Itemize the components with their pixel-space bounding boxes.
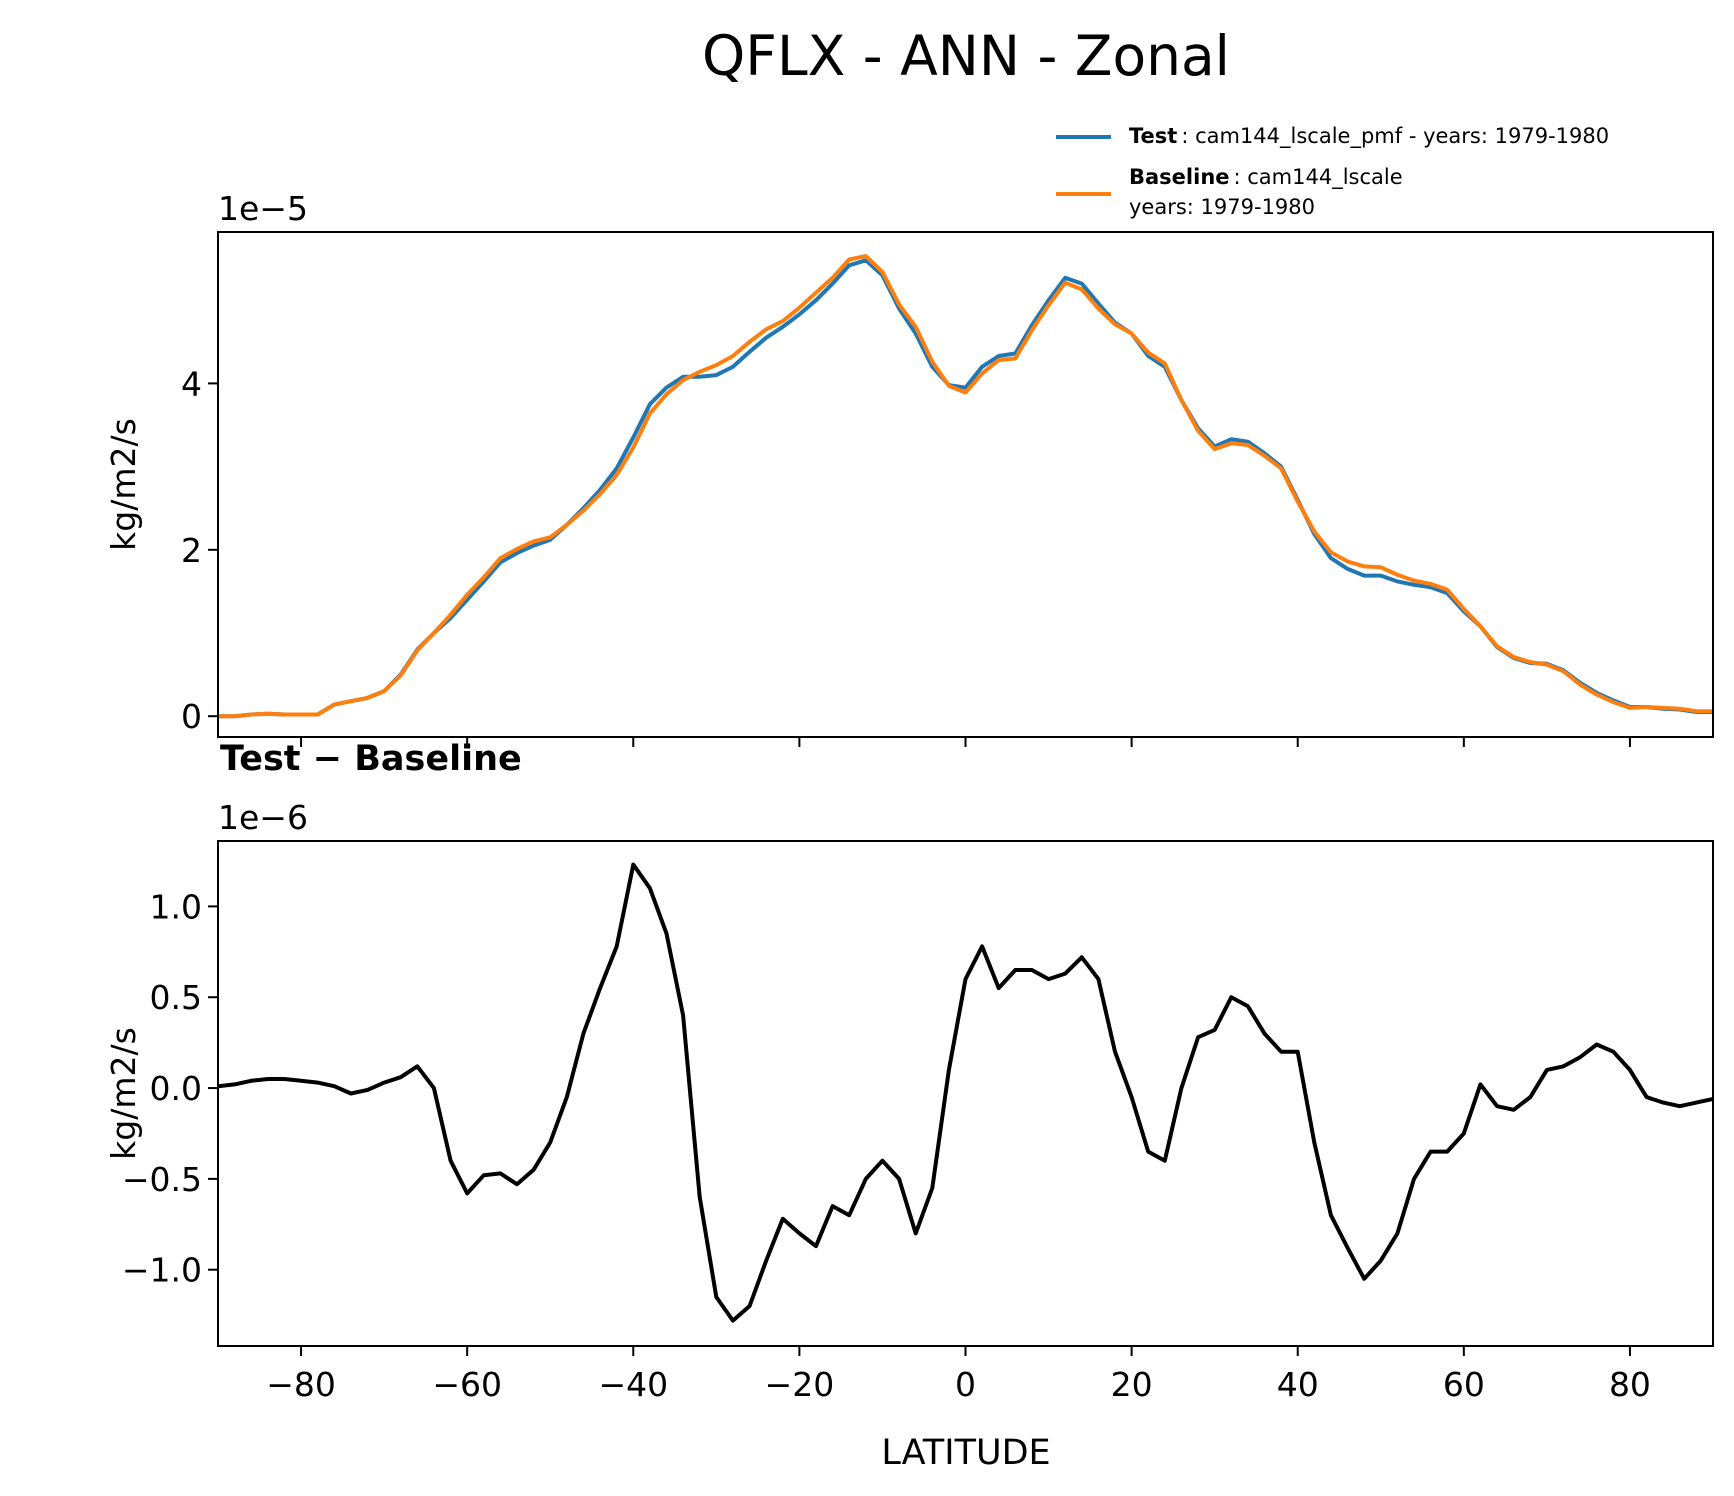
legend-detail: : cam144_lscale [1234, 165, 1403, 190]
x-tick-label: −20 [765, 1365, 835, 1404]
offset-label: 1e−5 [218, 189, 308, 228]
data-line [218, 862, 1713, 1323]
y-tick-label: 0.0 [150, 1069, 202, 1108]
axes-frame [217, 840, 1714, 1347]
x-tick-label: 20 [1111, 1365, 1153, 1404]
y-tick-label: 0 [181, 697, 202, 736]
x-tick-label: 40 [1277, 1365, 1319, 1404]
legend-label-line: years: 1979-1980 [1129, 195, 1315, 219]
legend-label: Baseline: cam144_lscale [1129, 165, 1403, 190]
offset-label: 1e−6 [218, 798, 308, 837]
legend-detail: : cam144_lscale_pmf - years: 1979-1980 [1181, 124, 1609, 149]
x-tick-label: 0 [955, 1365, 976, 1404]
legend-name: Test [1129, 124, 1177, 148]
y-tick-label: 4 [181, 364, 202, 403]
y-axis-label: kg/m2/s [104, 418, 143, 551]
x-tick-label: 80 [1609, 1365, 1651, 1404]
y-tick-label: −1.0 [122, 1251, 202, 1290]
subplot-title: Test − Baseline [220, 739, 522, 779]
figure-title: QFLX - ANN - Zonal [702, 24, 1230, 88]
y-tick-label: 2 [181, 531, 202, 570]
x-tick-label: −40 [598, 1365, 668, 1404]
x-tick-label: −60 [432, 1365, 502, 1404]
axes-frame [217, 231, 1714, 738]
x-tick-label: −80 [266, 1365, 336, 1404]
legend-name: Baseline [1129, 165, 1230, 189]
x-axis-label: LATITUDE [881, 1433, 1050, 1473]
x-tick-label: 60 [1443, 1365, 1485, 1404]
legend-label: Test: cam144_lscale_pmf - years: 1979-19… [1129, 124, 1609, 149]
y-axis-label: kg/m2/s [104, 1027, 143, 1160]
y-tick-label: 1.0 [150, 887, 202, 926]
y-tick-label: −0.5 [122, 1160, 202, 1199]
y-tick-label: 0.5 [150, 978, 202, 1017]
data-line [218, 254, 1713, 719]
